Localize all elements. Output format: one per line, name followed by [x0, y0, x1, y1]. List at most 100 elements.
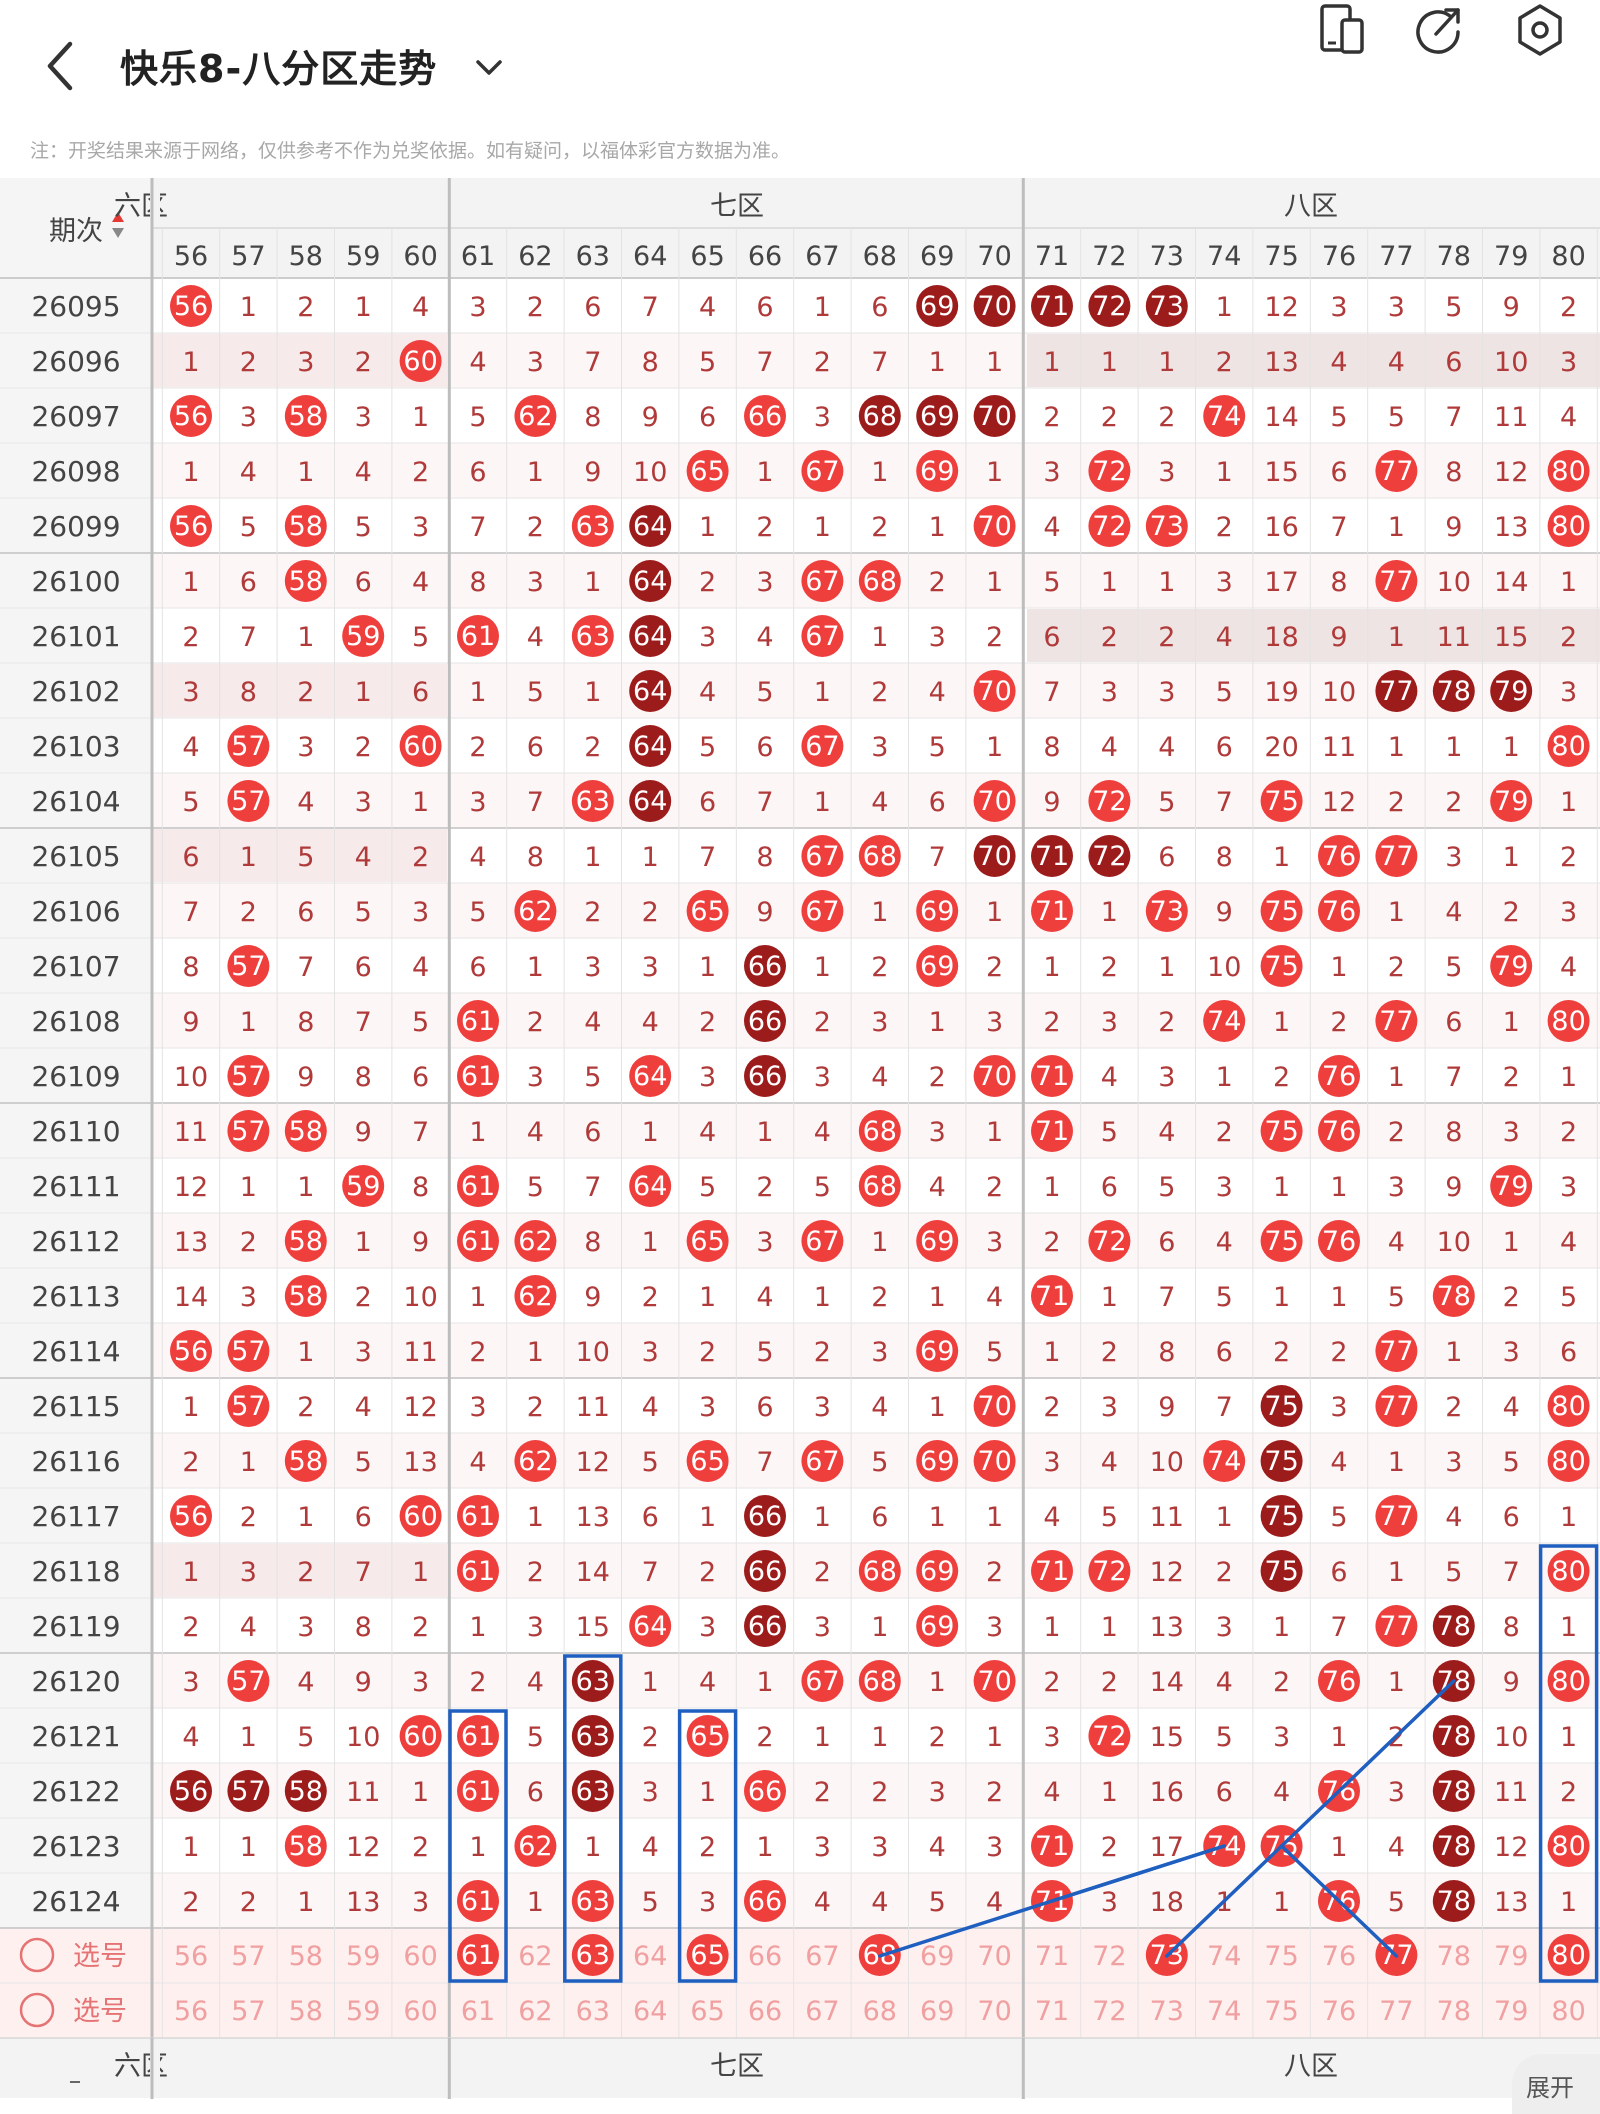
miss-count: 3 [240, 1557, 257, 1588]
ball [170, 505, 212, 547]
sort-up-icon [112, 212, 124, 222]
miss-count: 4 [355, 842, 372, 873]
ball-number: 69 [920, 1226, 954, 1257]
miss-count: 9 [355, 1667, 372, 1698]
miss-count: 18 [1264, 622, 1298, 653]
ball [629, 1605, 672, 1647]
select-number: 66 [748, 1996, 782, 2027]
ball-number: 68 [863, 1171, 897, 1202]
miss-count: 3 [1101, 1392, 1118, 1423]
miss-count: 14 [174, 1282, 208, 1313]
miss-count: 2 [240, 347, 257, 378]
period-cell: 26099 [31, 510, 120, 543]
miss-count: 4 [355, 457, 372, 488]
miss-count: 2 [1560, 842, 1577, 873]
miss-count: 8 [756, 842, 773, 873]
ball [973, 835, 1016, 877]
ball-number: 70 [977, 676, 1011, 707]
ball-number: 75 [1264, 1226, 1298, 1257]
miss-count: 1 [699, 952, 716, 983]
miss-count: 3 [814, 1612, 831, 1643]
miss-count: 1 [240, 1447, 257, 1478]
ball-number: 80 [1551, 456, 1585, 487]
ball [916, 1550, 959, 1592]
miss-count: 4 [469, 1447, 486, 1478]
ball-number: 77 [1379, 456, 1413, 487]
miss-count: 5 [469, 897, 486, 928]
expand-button[interactable]: 展开 [1512, 2054, 1600, 2114]
ball-number: 78 [1437, 1886, 1471, 1917]
select-number: 78 [1437, 1941, 1471, 1972]
ball [457, 1055, 499, 1097]
select-number: 67 [805, 1996, 839, 2027]
miss-count: 1 [642, 1227, 659, 1258]
miss-count: 2 [355, 1282, 372, 1313]
miss-count: 8 [1445, 457, 1462, 488]
column-header: 73 [1150, 241, 1184, 272]
miss-count: 3 [1043, 1447, 1060, 1478]
miss-count: 1 [1388, 897, 1405, 928]
ball-number: 71 [1035, 1281, 1069, 1312]
miss-count: 4 [1445, 1502, 1462, 1533]
miss-count: 1 [814, 1282, 831, 1313]
miss-count: 4 [527, 1667, 544, 1698]
miss-count: 1 [1158, 567, 1175, 598]
miss-count: 9 [1503, 1667, 1520, 1698]
miss-count: 2 [1158, 402, 1175, 433]
miss-count: 1 [584, 842, 601, 873]
select-number: 79 [1494, 1996, 1528, 2027]
miss-count: 2 [1388, 952, 1405, 983]
ball [1260, 1495, 1303, 1537]
miss-count: 2 [412, 1612, 429, 1643]
ball [1031, 285, 1073, 327]
ball [571, 1660, 614, 1702]
miss-count: 3 [1388, 1777, 1405, 1808]
ball [1318, 1220, 1360, 1262]
miss-count: 1 [1560, 1612, 1577, 1643]
miss-count: 2 [986, 622, 1003, 653]
miss-count: 5 [1560, 1282, 1577, 1313]
ball [1260, 780, 1303, 822]
chevron-down-icon[interactable] [472, 50, 506, 84]
miss-count: 2 [871, 1777, 888, 1808]
settings-icon[interactable] [1510, 0, 1570, 60]
miss-count: 14 [1494, 567, 1528, 598]
row-shade [152, 1323, 1600, 1378]
miss-count: 9 [1445, 1172, 1462, 1203]
miss-count: 1 [1216, 457, 1233, 488]
miss-count: 8 [412, 1172, 429, 1203]
ball [1031, 1055, 1073, 1097]
select-number: 73 [1150, 1996, 1184, 2027]
ball [744, 945, 786, 987]
miss-count: 10 [174, 1062, 208, 1093]
ball [1318, 890, 1360, 932]
ball-number: 80 [1551, 731, 1585, 762]
ball-number: 74 [1207, 1446, 1241, 1477]
ball-number: 68 [863, 1666, 897, 1697]
select-number: 64 [633, 1941, 667, 1972]
miss-count: 6 [1445, 1007, 1462, 1038]
miss-count: 1 [584, 677, 601, 708]
miss-count: 3 [699, 1887, 716, 1918]
ball-number: 78 [1437, 1831, 1471, 1862]
ball-number: 56 [174, 1336, 208, 1367]
share-icon[interactable] [1408, 0, 1468, 60]
miss-count: 1 [871, 457, 888, 488]
ball-number: 80 [1551, 1831, 1585, 1862]
back-icon[interactable] [36, 36, 86, 96]
ball-number: 70 [977, 1446, 1011, 1477]
select-number: 57 [231, 1996, 265, 2027]
ball [973, 1660, 1016, 1702]
device-switch-icon[interactable] [1312, 0, 1372, 60]
ball [227, 1330, 270, 1372]
miss-count: 4 [871, 1062, 888, 1093]
ball [1432, 1880, 1475, 1922]
ball-number: 61 [461, 1556, 495, 1587]
miss-count: 2 [986, 1777, 1003, 1808]
miss-count: 3 [1560, 1172, 1577, 1203]
ball [284, 1110, 327, 1152]
ball [916, 1330, 959, 1372]
miss-count: 1 [1560, 787, 1577, 818]
miss-count: 1 [1388, 732, 1405, 763]
miss-count: 4 [1330, 347, 1347, 378]
